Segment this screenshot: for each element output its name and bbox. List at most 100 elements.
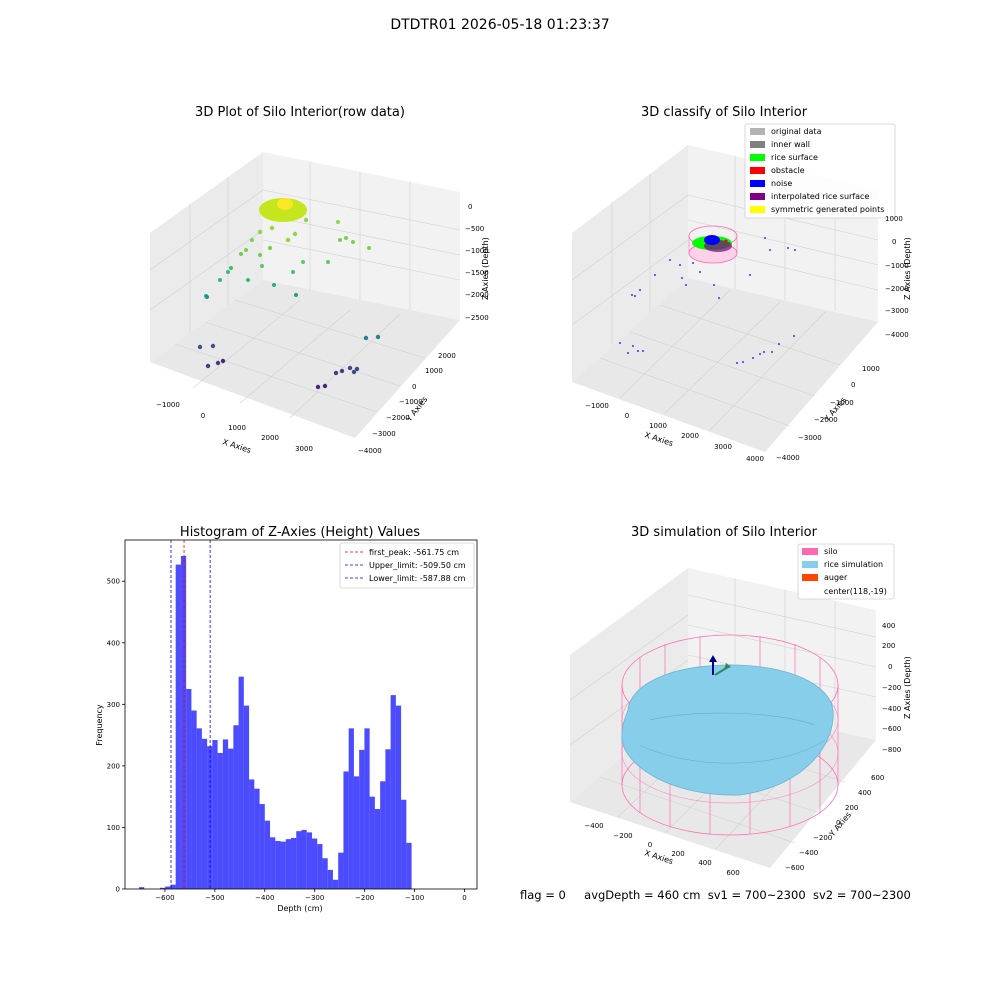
raw-surface-peak bbox=[277, 198, 293, 210]
raw-x-tick: 3000 bbox=[295, 445, 313, 453]
sim-z-tick: −200 bbox=[882, 684, 901, 692]
raw-y-ticks: 2000 1000 0 −1000 −2000 −3000 −4000 bbox=[358, 352, 456, 455]
raw-point bbox=[250, 238, 254, 242]
classify-silo-ring bbox=[688, 225, 738, 264]
legend-label: symmetric generated points bbox=[771, 205, 884, 214]
sim-x-tick: −200 bbox=[613, 832, 632, 840]
raw-y-tick: −1000 bbox=[399, 398, 423, 406]
raw-y-tick: 1000 bbox=[425, 367, 443, 375]
histogram-bar bbox=[165, 886, 171, 889]
histogram-bar bbox=[291, 837, 297, 889]
raw-point bbox=[205, 363, 211, 369]
x-tick-label: −300 bbox=[305, 894, 324, 902]
sim-x-tick: 400 bbox=[698, 859, 711, 867]
noise-point bbox=[632, 345, 634, 347]
raw-point bbox=[347, 365, 353, 371]
sim-x-tick: 0 bbox=[648, 841, 652, 849]
classify-x-tick: −1000 bbox=[585, 402, 609, 410]
noise-point bbox=[619, 342, 621, 344]
histogram-bar bbox=[348, 728, 354, 889]
sim-y-tick: 200 bbox=[845, 804, 858, 812]
sim-y-tick: 600 bbox=[871, 774, 884, 782]
sim-z-tick: 0 bbox=[888, 663, 892, 671]
raw-point bbox=[339, 368, 345, 374]
histogram-bar bbox=[306, 832, 312, 889]
raw-point bbox=[303, 217, 309, 223]
y-tick-label: 300 bbox=[107, 701, 120, 709]
histogram-bar bbox=[180, 556, 187, 889]
histogram-bar bbox=[322, 858, 328, 889]
noise-point bbox=[631, 294, 633, 296]
legend-swatch-inner-wall bbox=[750, 141, 765, 148]
simulation-y-label: Y Axies bbox=[827, 810, 853, 839]
classify-noise-cluster bbox=[704, 235, 720, 245]
noise-point bbox=[627, 352, 629, 354]
raw-z-tick: −1000 bbox=[465, 247, 489, 255]
classify-x-label: X Axies bbox=[643, 430, 674, 448]
noise-point bbox=[793, 335, 795, 337]
histogram-bar bbox=[159, 887, 166, 889]
y-tick-label: 200 bbox=[107, 762, 120, 770]
sim-y-tick: −200 bbox=[813, 834, 832, 842]
noise-point bbox=[685, 284, 687, 286]
classify-y-tick: −1000 bbox=[830, 399, 854, 407]
histogram-bar bbox=[390, 695, 396, 889]
histogram-bar bbox=[254, 788, 260, 889]
noise-point bbox=[764, 237, 766, 239]
classify-z-tick: −2000 bbox=[885, 285, 909, 293]
histogram-bar bbox=[170, 884, 176, 889]
legend-label: Upper_limit: -509.50 cm bbox=[369, 561, 466, 570]
panel-raw-data: 3D Plot of Silo Interior(row data) bbox=[149, 105, 490, 455]
legend-label: center(118,-19) bbox=[824, 587, 887, 596]
simulation-x-ticks: −400 −200 0 200 400 600 bbox=[584, 822, 739, 877]
simulation-x-label: X Axies bbox=[643, 848, 674, 866]
noise-point bbox=[736, 362, 738, 364]
sim-x-tick: 600 bbox=[726, 869, 739, 877]
classify-x-tick: 0 bbox=[625, 412, 629, 420]
legend-label: noise bbox=[771, 179, 792, 188]
raw-point bbox=[258, 253, 262, 257]
classify-y-tick: −2000 bbox=[814, 416, 838, 424]
histogram-frame bbox=[124, 539, 478, 890]
raw-point bbox=[363, 335, 369, 341]
legend-swatch-auger bbox=[802, 574, 818, 581]
histogram-bar bbox=[201, 738, 208, 889]
histogram-bar bbox=[186, 688, 192, 889]
noise-point bbox=[769, 249, 771, 251]
histogram-bar bbox=[233, 725, 239, 889]
classify-x-tick: 3000 bbox=[714, 443, 732, 451]
raw-point bbox=[246, 278, 250, 282]
raw-point bbox=[336, 220, 340, 224]
histogram-plot-area: −600 −500 −400 −300 −200 −100 0 0 100 200 300 400 50… bbox=[107, 539, 478, 902]
legend-swatch-original-data bbox=[750, 128, 765, 135]
raw-z-tick: −500 bbox=[465, 225, 484, 233]
histogram-bar bbox=[364, 728, 370, 889]
panel-classify-title: 3D classify of Silo Interior bbox=[641, 105, 808, 120]
histogram-bar bbox=[406, 842, 412, 889]
classify-y-tick: −4000 bbox=[776, 454, 800, 462]
sim-z-tick: 200 bbox=[882, 642, 895, 650]
x-tick-label: −200 bbox=[355, 894, 374, 902]
legend-swatch-rice-simulation bbox=[802, 561, 818, 568]
raw-z-tick: −2000 bbox=[465, 291, 489, 299]
raw-y-tick: 0 bbox=[412, 383, 416, 391]
histogram-bar bbox=[395, 705, 402, 889]
sim-x-tick: −400 bbox=[584, 822, 603, 830]
noise-point bbox=[742, 361, 744, 363]
classify-z-tick: −1000 bbox=[885, 262, 909, 270]
y-tick-label: 500 bbox=[107, 578, 120, 586]
x-tick-label: 0 bbox=[462, 894, 466, 902]
histogram-bar bbox=[311, 838, 318, 889]
footer-avg-depth: avgDepth = 460 cm bbox=[584, 888, 701, 902]
classify-x-ticks: −1000 0 1000 2000 3000 4000 bbox=[585, 402, 764, 463]
raw-point bbox=[291, 270, 295, 274]
auger bbox=[709, 655, 731, 676]
histogram-bar bbox=[212, 740, 218, 889]
noise-point bbox=[787, 247, 789, 249]
histogram-bar bbox=[264, 820, 271, 889]
legend-swatch-rice-surface bbox=[750, 154, 765, 161]
legend-label: inner wall bbox=[771, 140, 810, 149]
sim-y-tick: 0 bbox=[836, 819, 840, 827]
legend-swatch-noise bbox=[750, 180, 765, 187]
sim-y-tick: −600 bbox=[785, 864, 804, 872]
